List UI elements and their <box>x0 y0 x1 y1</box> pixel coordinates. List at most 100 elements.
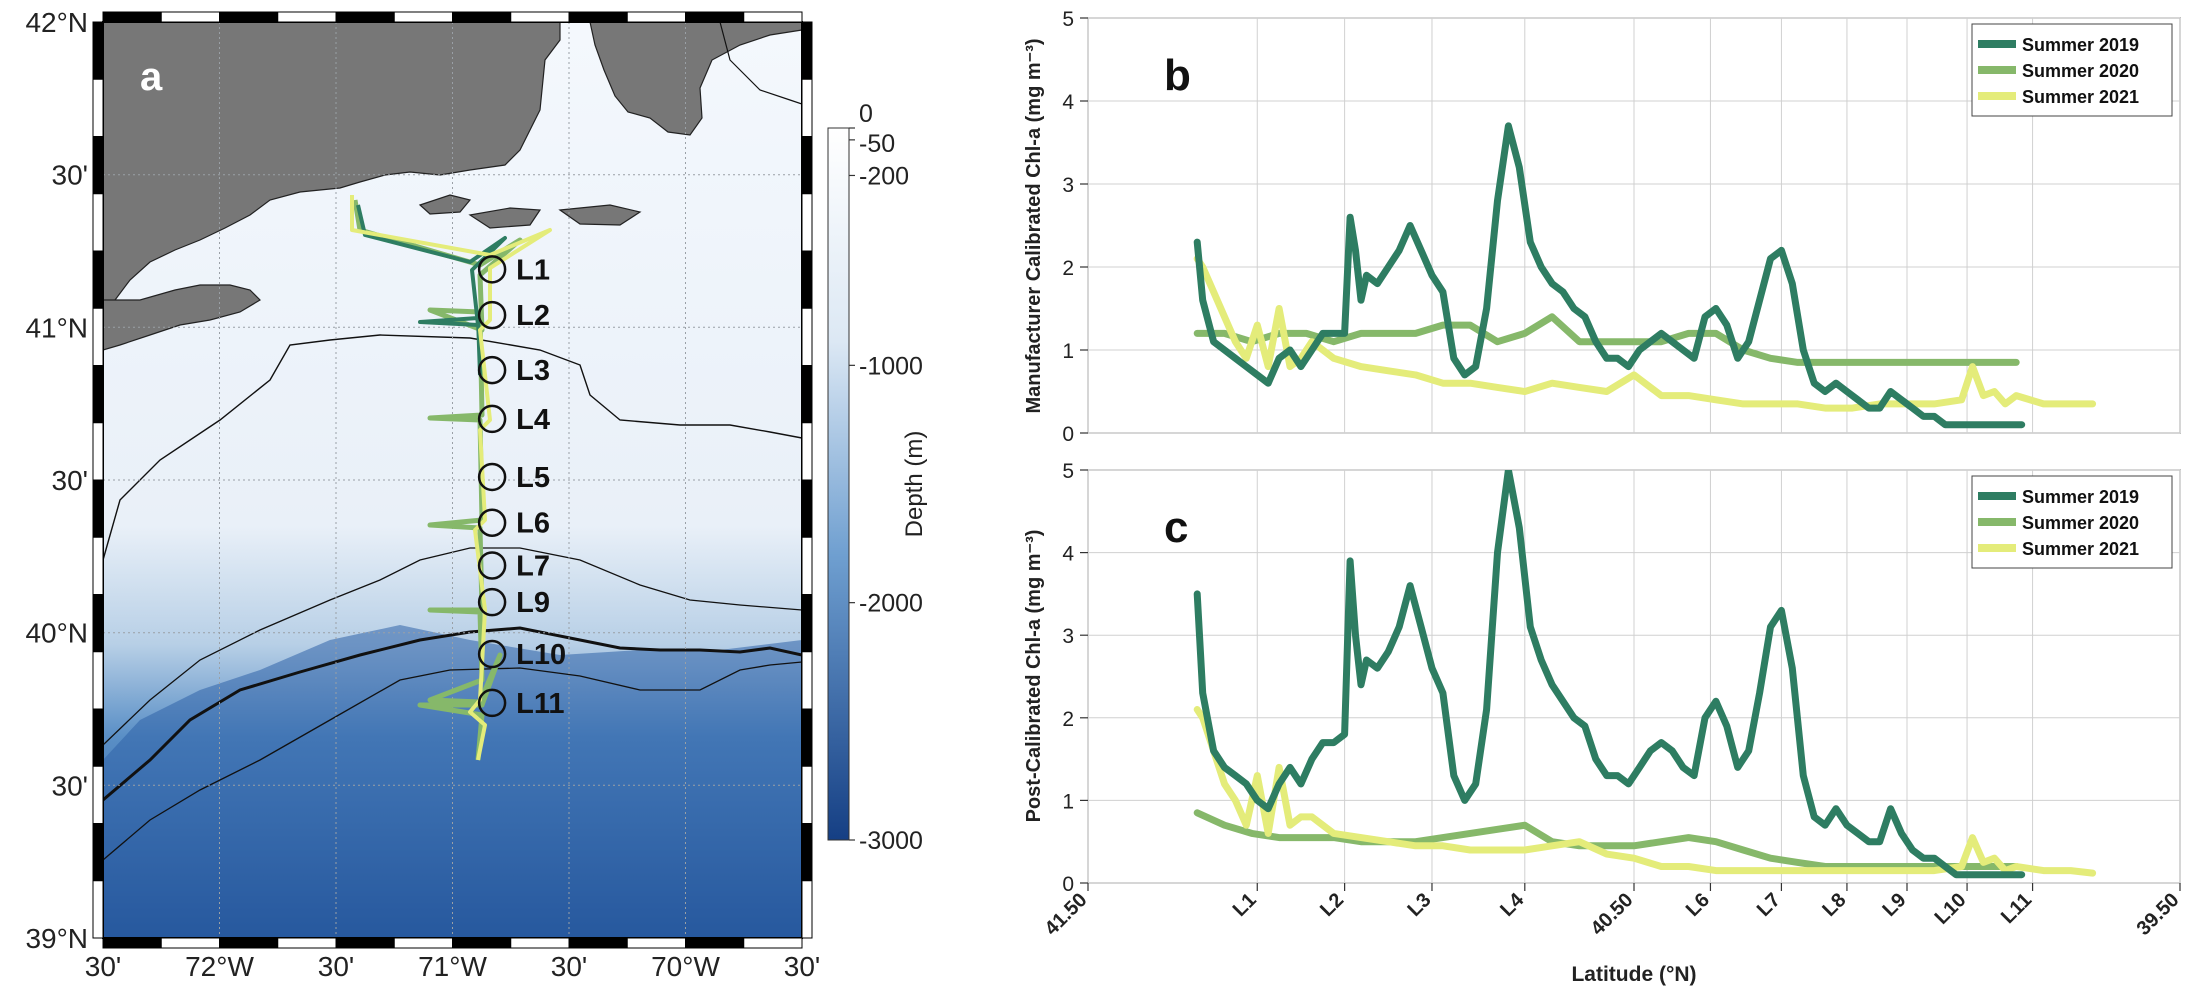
y-axis-label-b: Manufacturer Calibrated Chl-a (mg m⁻³) <box>1023 38 1045 413</box>
lat-tick-label: 41°N <box>25 312 88 343</box>
border-tick <box>103 938 161 948</box>
border-tick <box>93 537 103 594</box>
legend-label: Summer 2019 <box>2022 35 2139 55</box>
x-tick-label: L9 <box>1878 889 1910 921</box>
y-tick-label: 3 <box>1062 174 1074 197</box>
lat-tick-label: 30' <box>52 160 89 191</box>
x-tick-label: 39.50 <box>2133 889 2184 940</box>
border-tick <box>802 22 812 79</box>
y-tick-label: 1 <box>1062 340 1074 363</box>
border-tick <box>511 938 569 948</box>
figure-canvas: L1L2L3L4L5L6L7L9L10L11 30' 72°W 30' 71°W 30'… <box>0 0 2205 991</box>
border-tick <box>336 12 394 22</box>
border-tick <box>278 938 336 948</box>
panel-letter-c: c <box>1164 503 1188 552</box>
colorbar-tick-label: -2000 <box>859 590 923 618</box>
lat-tick-label: 40°N <box>25 618 88 649</box>
border-tick <box>802 194 812 251</box>
border-tick <box>802 366 812 423</box>
colorbar-gradient <box>828 128 849 840</box>
border-tick <box>93 22 103 79</box>
y-ticks-c: 012345 <box>1062 460 1088 896</box>
border-tick <box>93 480 103 537</box>
lon-tick-label: 72°W <box>185 951 254 982</box>
chart-panel-c: 0 1 2 3 4 5 41.50 L1 L2 L3 L4 40.50 L6 L7 L8 L9 L10 L11 3… <box>1023 460 2184 986</box>
colorbar-tick-label: -3000 <box>859 827 923 855</box>
border-tick <box>569 12 627 22</box>
border-tick <box>93 137 103 194</box>
x-tick-label: L6 <box>1682 889 1714 921</box>
border-tick <box>627 938 685 948</box>
y-tick-label: 2 <box>1062 708 1074 731</box>
map-body: L1 L2 L3 L4 L5 L6 L7 L9 L10 L11 <box>103 22 802 938</box>
panel-letter-a: a <box>140 55 163 99</box>
x-axis-label-c: Latitude (°N) <box>1571 963 1696 986</box>
border-tick <box>744 938 802 948</box>
chart-panel-b: 012345 Manufacturer Calibrated Chl-a (mg… <box>1023 8 2180 446</box>
lon-tick-label: 70°W <box>651 951 720 982</box>
y-tick-label: 4 <box>1062 543 1074 566</box>
legend-label: Summer 2019 <box>2022 487 2139 507</box>
x-tick-label: L1 <box>1229 889 1261 921</box>
border-tick <box>802 881 812 938</box>
legend-label: Summer 2021 <box>2022 87 2139 107</box>
lon-tick-label: 30' <box>85 951 122 982</box>
legend-label: Summer 2020 <box>2022 61 2139 81</box>
legend-c: Summer 2019Summer 2020Summer 2021 <box>1972 476 2172 568</box>
border-tick <box>161 12 219 22</box>
x-tick-label: L3 <box>1403 889 1435 921</box>
station-label: L3 <box>516 355 550 387</box>
border-tick <box>103 12 161 22</box>
border-tick <box>802 824 812 881</box>
lon-tick-label: 71°W <box>418 951 487 982</box>
station-label: L7 <box>516 550 550 582</box>
border-tick <box>93 423 103 480</box>
border-tick <box>802 308 812 365</box>
border-tick <box>93 881 103 938</box>
station-label: L5 <box>516 462 550 494</box>
border-tick <box>802 766 812 823</box>
lat-tick-label: 30' <box>52 770 89 801</box>
lat-tick-label: 39°N <box>25 923 88 954</box>
station-label: L1 <box>516 254 550 286</box>
border-tick <box>161 938 219 948</box>
colorbar-tick-label: 0 <box>859 100 873 128</box>
border-tick <box>93 366 103 423</box>
station-label: L2 <box>516 300 550 332</box>
border-tick <box>802 137 812 194</box>
border-tick <box>802 595 812 652</box>
lon-tick-label: 30' <box>551 951 588 982</box>
border-tick <box>93 79 103 136</box>
border-tick <box>394 938 452 948</box>
border-tick <box>336 938 394 948</box>
y-tick-label: 3 <box>1062 625 1074 648</box>
border-tick <box>453 12 511 22</box>
legend-label: Summer 2020 <box>2022 513 2139 533</box>
lat-tick-label: 42°N <box>25 7 88 38</box>
border-tick <box>686 938 744 948</box>
x-tick-label: L4 <box>1496 888 1529 921</box>
border-tick <box>93 652 103 709</box>
lon-tick-label: 30' <box>784 951 821 982</box>
border-tick <box>686 12 744 22</box>
border-tick <box>93 308 103 365</box>
lon-tick-label: 30' <box>318 951 355 982</box>
y-tick-label: 4 <box>1062 91 1074 114</box>
border-tick <box>802 652 812 709</box>
y-axis-label-c: Post-Calibrated Chl-a (mg m⁻³) <box>1023 530 1045 823</box>
border-tick <box>802 79 812 136</box>
border-tick <box>93 194 103 251</box>
longitude-labels: 30' 72°W 30' 71°W 30' 70°W 30' <box>85 951 821 982</box>
x-tick-label: 40.50 <box>1587 889 1638 940</box>
y-ticks-b: 012345 <box>1062 8 1088 446</box>
latitude-labels: 42°N30'41°N30'40°N30'39°N <box>25 7 88 954</box>
border-tick <box>394 12 452 22</box>
border-tick <box>802 423 812 480</box>
border-tick <box>569 938 627 948</box>
border-tick <box>627 12 685 22</box>
border-tick <box>93 766 103 823</box>
border-tick <box>802 709 812 766</box>
border-tick <box>220 12 278 22</box>
border-tick <box>220 938 278 948</box>
